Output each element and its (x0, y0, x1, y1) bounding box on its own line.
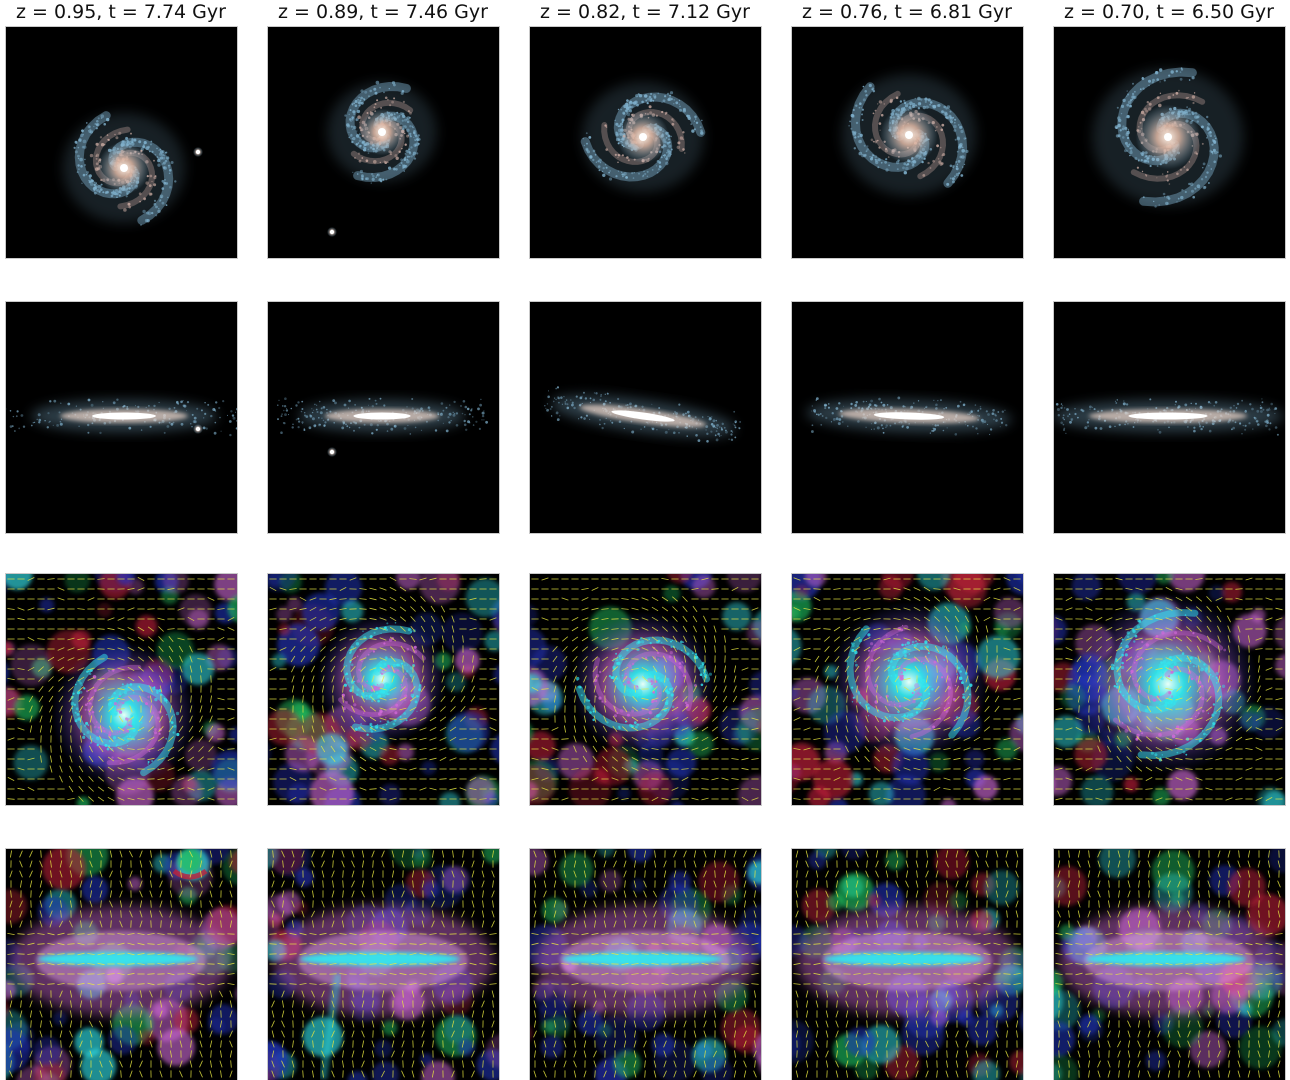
panel-image (6, 574, 237, 805)
field-vectors (793, 577, 1021, 801)
panel-image (1054, 574, 1285, 805)
gas-map-edge-on (1054, 849, 1285, 1080)
panel-image (6, 27, 237, 258)
gas-map-edge-on (792, 849, 1023, 1080)
panel-image (530, 574, 761, 805)
panel-row1-col4 (792, 27, 1023, 258)
gas-map-edge-on (6, 849, 237, 1080)
panel-row1-col5 (1054, 27, 1285, 258)
column-title-4: z = 0.76, t = 6.81 Gyr (802, 1, 1012, 23)
field-vectors (793, 850, 1021, 1078)
panel-image (6, 302, 237, 533)
panel-row3-col5 (1054, 574, 1285, 805)
field-vectors (7, 577, 235, 802)
field-vectors (269, 850, 497, 1078)
gas-map-face-on (792, 574, 1023, 805)
column-title-3: z = 0.82, t = 7.12 Gyr (540, 1, 750, 23)
panel-row4-col3 (530, 849, 761, 1080)
column-title-2: z = 0.89, t = 7.46 Gyr (278, 1, 488, 23)
field-vectors (7, 850, 235, 1078)
edge-on-galaxy (277, 397, 488, 457)
column-title-5: z = 0.70, t = 6.50 Gyr (1064, 1, 1274, 23)
edge-on-galaxy (6, 398, 237, 437)
edge-on-galaxy (1054, 398, 1284, 436)
panel-image (1054, 849, 1285, 1080)
face-on-galaxy (841, 74, 977, 196)
panel-row2-col4 (792, 302, 1023, 533)
panel-row3-col1 (6, 574, 237, 805)
field-vectors (531, 850, 759, 1078)
field-vectors (1055, 850, 1283, 1078)
panel-row2-col1 (6, 302, 237, 533)
panel-image (530, 849, 761, 1080)
panel-row3-col4 (792, 574, 1023, 805)
panel-row1-col3 (530, 27, 761, 258)
column-title-1: z = 0.95, t = 7.74 Gyr (16, 1, 226, 23)
gas-map-face-on (6, 574, 237, 805)
panel-row4-col4 (792, 849, 1023, 1080)
panel-image (268, 27, 499, 258)
panel-image (1054, 27, 1285, 258)
panel-row4-col5 (1054, 849, 1285, 1080)
face-on-galaxy (1092, 67, 1244, 208)
face-on-galaxy (580, 81, 706, 193)
face-on-galaxy (63, 111, 203, 226)
panel-row2-col2 (268, 302, 499, 533)
field-vectors (531, 577, 759, 802)
face-on-galaxy (327, 80, 437, 237)
panel-image (1054, 302, 1285, 533)
panel-row1-col1 (6, 27, 237, 258)
panel-image (268, 302, 499, 533)
panel-image (792, 849, 1023, 1080)
panel-row4-col1 (6, 849, 237, 1080)
edge-on-galaxy (806, 396, 1012, 436)
gas-map-face-on (1054, 574, 1285, 805)
panel-image (268, 849, 499, 1080)
panel-row2-col3 (530, 302, 761, 533)
panel-row3-col3 (530, 574, 761, 805)
panel-image (530, 27, 761, 258)
panel-row2-col5 (1054, 302, 1285, 533)
panel-row4-col2 (268, 849, 499, 1080)
panel-row1-col2 (268, 27, 499, 258)
panel-image (6, 849, 237, 1080)
panel-row3-col2 (268, 574, 499, 805)
panel-image (530, 302, 761, 533)
edge-on-galaxy (544, 386, 741, 443)
field-vectors (269, 576, 497, 801)
panel-image (268, 574, 499, 805)
panel-image (792, 27, 1023, 258)
panel-image (792, 302, 1023, 533)
field-vectors (1055, 577, 1283, 801)
panel-image (792, 574, 1023, 805)
